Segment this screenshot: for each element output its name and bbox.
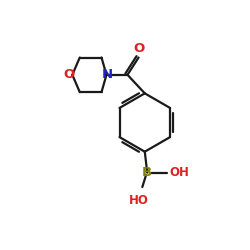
Text: O: O <box>133 42 144 54</box>
Text: B: B <box>142 166 152 179</box>
Text: OH: OH <box>170 166 190 179</box>
Text: N: N <box>102 68 113 81</box>
Text: O: O <box>63 68 74 81</box>
Text: HO: HO <box>129 194 148 207</box>
